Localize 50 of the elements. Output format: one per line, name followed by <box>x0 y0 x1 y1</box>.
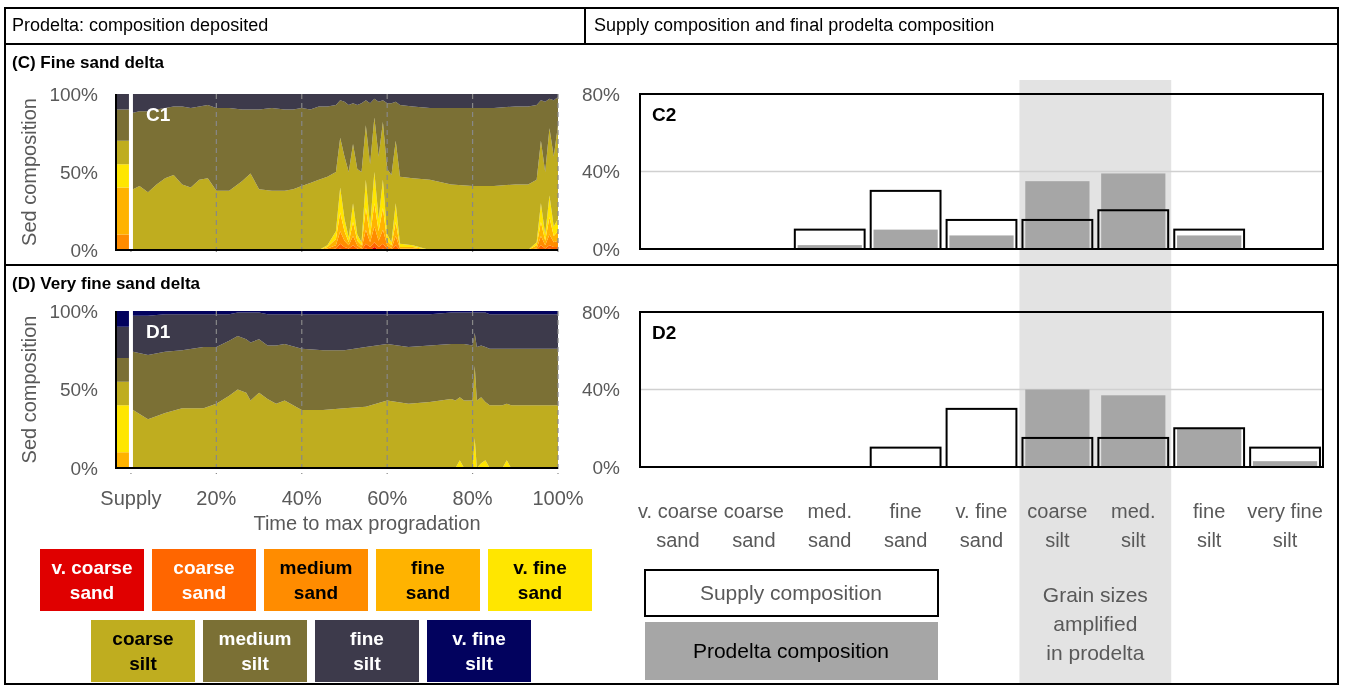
x-tick-label: v. coarse sand <box>638 500 718 551</box>
y-tick-label: 0% <box>70 457 99 479</box>
y-axis-title: Sed composition <box>18 315 40 464</box>
y-tick-label: 0% <box>70 239 99 261</box>
text: v. fine silt <box>452 628 506 674</box>
text: Supply composition and final prodelta composition <box>594 15 995 35</box>
y-tick-label: 40% <box>581 161 621 183</box>
text: fine silt <box>350 628 384 674</box>
text: v. coarse sand <box>51 557 133 603</box>
x-tick-label: very fine silt <box>1247 500 1323 551</box>
x-tick-label: 60% <box>367 487 408 509</box>
x-tick-label: v. fine sand <box>955 500 1008 551</box>
y-tick-label: 50% <box>59 161 99 183</box>
y-tick-label: 40% <box>581 379 621 401</box>
y-tick-label: 50% <box>59 379 99 401</box>
x-tick-label: fine sand <box>883 500 928 551</box>
y-tick-label: 80% <box>581 301 621 323</box>
x-tick-label: coarse sand <box>723 500 784 551</box>
chart-title: (D) Very fine sand delta <box>12 274 201 293</box>
text: Prodelta composition <box>692 639 890 663</box>
x-tick-label: 40% <box>281 487 322 509</box>
annotation: C1 <box>146 104 171 125</box>
annotation: D1 <box>146 321 171 342</box>
x-tick-label: coarse silt <box>1027 500 1088 551</box>
text: coarse sand <box>173 557 235 603</box>
y-tick-label: 100% <box>49 83 99 105</box>
band-label: Grain sizes amplified in prodelta <box>1042 583 1148 664</box>
annotation: C2 <box>652 104 677 125</box>
y-tick-label: 0% <box>592 456 621 478</box>
x-tick-label: 20% <box>196 487 237 509</box>
chart-title: (C) Fine sand delta <box>12 53 165 72</box>
y-tick-label: 80% <box>581 83 621 105</box>
text: medium sand <box>279 557 353 603</box>
x-tick-label: fine silt <box>1193 500 1226 551</box>
text: v. fine sand <box>513 557 567 603</box>
annotation: D2 <box>652 322 677 343</box>
text: fine sand <box>405 557 451 603</box>
y-tick-label: 100% <box>49 300 99 322</box>
text: Prodelta: composition deposited <box>12 15 269 35</box>
x-tick-label: 80% <box>452 487 493 509</box>
text: Supply composition <box>699 581 883 605</box>
x-tick-label: 100% <box>532 487 584 509</box>
x-tick-label: med. sand <box>807 500 852 551</box>
x-axis-title: Time to max progradation <box>253 512 481 534</box>
x-tick-label: med. silt <box>1111 500 1156 551</box>
y-tick-label: 0% <box>592 238 621 260</box>
text: coarse silt <box>112 628 174 674</box>
x-tick-label: Supply <box>100 487 162 509</box>
text: medium silt <box>218 628 292 674</box>
y-axis-title: Sed composition <box>18 98 40 246</box>
